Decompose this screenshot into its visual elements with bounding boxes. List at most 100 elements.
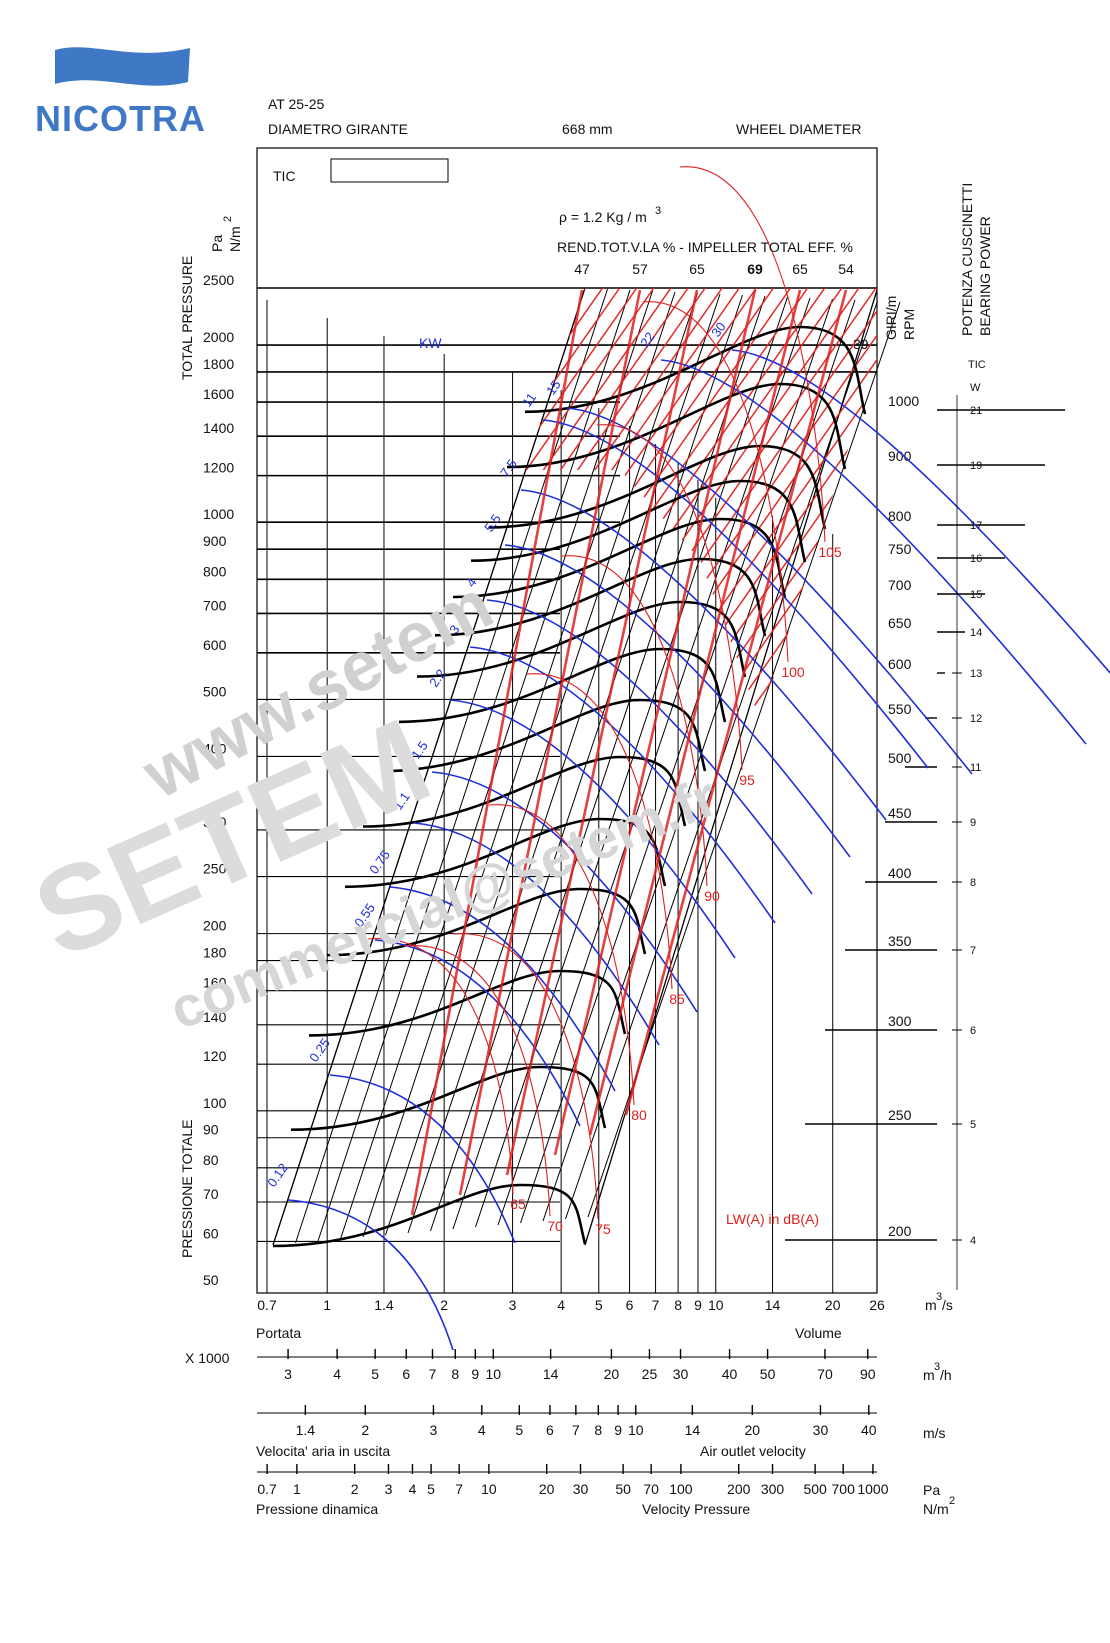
m3h-tick-label: 70: [817, 1366, 833, 1382]
rpm-tick-label: 700: [888, 577, 912, 593]
m3h-unit-exp: 3: [934, 1361, 940, 1373]
power-curve-1.5-kw: [431, 771, 698, 1013]
m3h-multiplier: X 1000: [185, 1350, 230, 1366]
pressure-tick-label: 50: [203, 1272, 219, 1288]
pressure-tick-label: 900: [203, 533, 227, 549]
pressure-tick-label: 1200: [203, 460, 234, 476]
power-curve-15-kw: [566, 407, 973, 775]
diameter-label-en: WHEEL DIAMETER: [736, 121, 862, 137]
noise-curves: 65 70 75 80 85 90 95 100 105 LW(A) in dB(A): [367, 166, 842, 1237]
m3h-tick-label: 20: [604, 1366, 620, 1382]
efficiency-tick-label: 65: [792, 261, 808, 277]
bearing-tic: TIC: [968, 359, 986, 371]
pressure-tick-label: 90: [203, 1122, 219, 1138]
dynamic-pressure-tick-label: 5: [427, 1481, 435, 1497]
pressure-tick-label: 2000: [203, 329, 234, 345]
noise-curve-100-db: [642, 301, 789, 663]
volume-tick-label: 26: [869, 1297, 885, 1313]
volume-tick-label: 1: [323, 1297, 331, 1313]
model-title: AT 25-25: [268, 96, 325, 112]
efficiency-tick-label: 47: [574, 261, 590, 277]
y-unit-pa: Pa: [209, 235, 225, 252]
noise-curve-75-db: [452, 933, 599, 1220]
power-curve-2.2-kw: [449, 699, 736, 959]
pressure-tick-label: 2500: [203, 272, 234, 288]
volume-tick-label: 7: [652, 1297, 660, 1313]
rpm-tick-label: 400: [888, 865, 912, 881]
bearing-tick-label: 11: [970, 762, 981, 774]
efficiency-line-65: [505, 289, 699, 1176]
m3h-tick-label: 4: [333, 1366, 341, 1382]
dynamic-pressure-tick-label: 1000: [857, 1481, 888, 1497]
noise-curve-label: 105: [818, 544, 842, 560]
noise-curve-label: 85: [669, 991, 685, 1007]
noise-curve-label: 80: [631, 1107, 647, 1123]
dynamic-pressure-tick-label: 500: [803, 1481, 827, 1497]
m3h-tick-label: 8: [451, 1366, 459, 1382]
noise-unit-label: LW(A) in dB(A): [726, 1211, 819, 1227]
dyn-label-it: Pressione dinamica: [256, 1501, 378, 1517]
volume-label-it: Portata: [256, 1325, 301, 1341]
rpm-tick-label: 500: [888, 750, 912, 766]
m3h-tick-label: 5: [371, 1366, 379, 1382]
volume-unit-exp: 3: [936, 1291, 942, 1303]
volume-tick-label: 2: [440, 1297, 448, 1313]
brand-name: NICOTRA: [35, 98, 206, 139]
bearing-tick-label: 7: [970, 945, 976, 957]
bearing-label-it: POTENZA CUSCINETTI: [959, 183, 975, 336]
m3h-tick-label: 3: [284, 1366, 292, 1382]
pressure-tick-label: 500: [203, 683, 227, 699]
dynamic-pressure-tick-label: 50: [615, 1481, 631, 1497]
speed-curve-200-rpm: [272, 1183, 587, 1248]
pressure-tick-label: 60: [203, 1225, 219, 1241]
power-curve-0.25-kw: [329, 1074, 516, 1244]
m3h-tick-label: 10: [485, 1366, 501, 1382]
efficiency-line-69: [553, 289, 757, 1156]
speed-curve-900-rpm: [506, 382, 847, 470]
dynamic-pressure-tick-label: 0.7: [257, 1481, 277, 1497]
noise-curve-95-db: [596, 424, 743, 771]
efficiency-line-54: [624, 289, 848, 1116]
noise-curve-105-db: [679, 166, 826, 543]
velocity-tick-label: 7: [572, 1422, 580, 1438]
dynamic-pressure-tick-label: 300: [761, 1481, 785, 1497]
bearing-unit: W: [970, 382, 981, 394]
volume-label-en: Volume: [795, 1325, 842, 1341]
dynamic-pressure-tick-label: 700: [832, 1481, 856, 1497]
bearing-tick-label: 15: [970, 589, 982, 601]
m3h-tick-label: 7: [429, 1366, 437, 1382]
volume-tick-label: 8: [674, 1297, 682, 1313]
bearing-tick-label: 4: [970, 1235, 976, 1247]
logo-wave-icon: [55, 47, 190, 86]
m3h-tick-label: 90: [860, 1366, 876, 1382]
density-label: ρ = 1.2 Kg / m: [559, 209, 647, 225]
m3h-tick-label: 9: [471, 1366, 479, 1382]
rpm-tick-label: 800: [888, 508, 912, 524]
rpm-tick-label: 300: [888, 1013, 912, 1029]
dynamic-pressure-tick-label: 70: [643, 1481, 659, 1497]
density-exp: 3: [655, 205, 661, 217]
volume-tick-label: 5: [595, 1297, 603, 1313]
pressure-tick-label: 250: [203, 861, 227, 877]
noise-curve-label: 65: [510, 1196, 526, 1212]
rpm-label-en: RPM: [901, 309, 917, 340]
labels: ρ = 1.2 Kg / m 3 TOTAL PRESSURE PRESSIONE T…: [179, 183, 993, 1290]
noise-curve-90-db: [561, 555, 708, 887]
dynamic-pressure-tick-label: 10: [481, 1481, 497, 1497]
m3h-tick-label: 25: [642, 1366, 658, 1382]
rpm-tick-label: 750: [888, 541, 912, 557]
volume-tick-label: 6: [626, 1297, 634, 1313]
power-curve-label: 22: [637, 329, 658, 349]
bearing-tick-label: 6: [970, 1025, 976, 1037]
dynamic-pressure-tick-label: 4: [409, 1481, 417, 1497]
tic-label: TIC: [273, 168, 296, 184]
velocity-label-it: Velocita' aria in uscita: [256, 1443, 390, 1459]
y-unit-nm: N/m: [227, 226, 243, 252]
speed-curves: 200 250 300 350 400 450 500 550 600 650 700 750 800 9…: [272, 325, 1065, 1248]
efficiency-line-65: [588, 289, 802, 1136]
rpm-tick-label: 200: [888, 1223, 912, 1239]
